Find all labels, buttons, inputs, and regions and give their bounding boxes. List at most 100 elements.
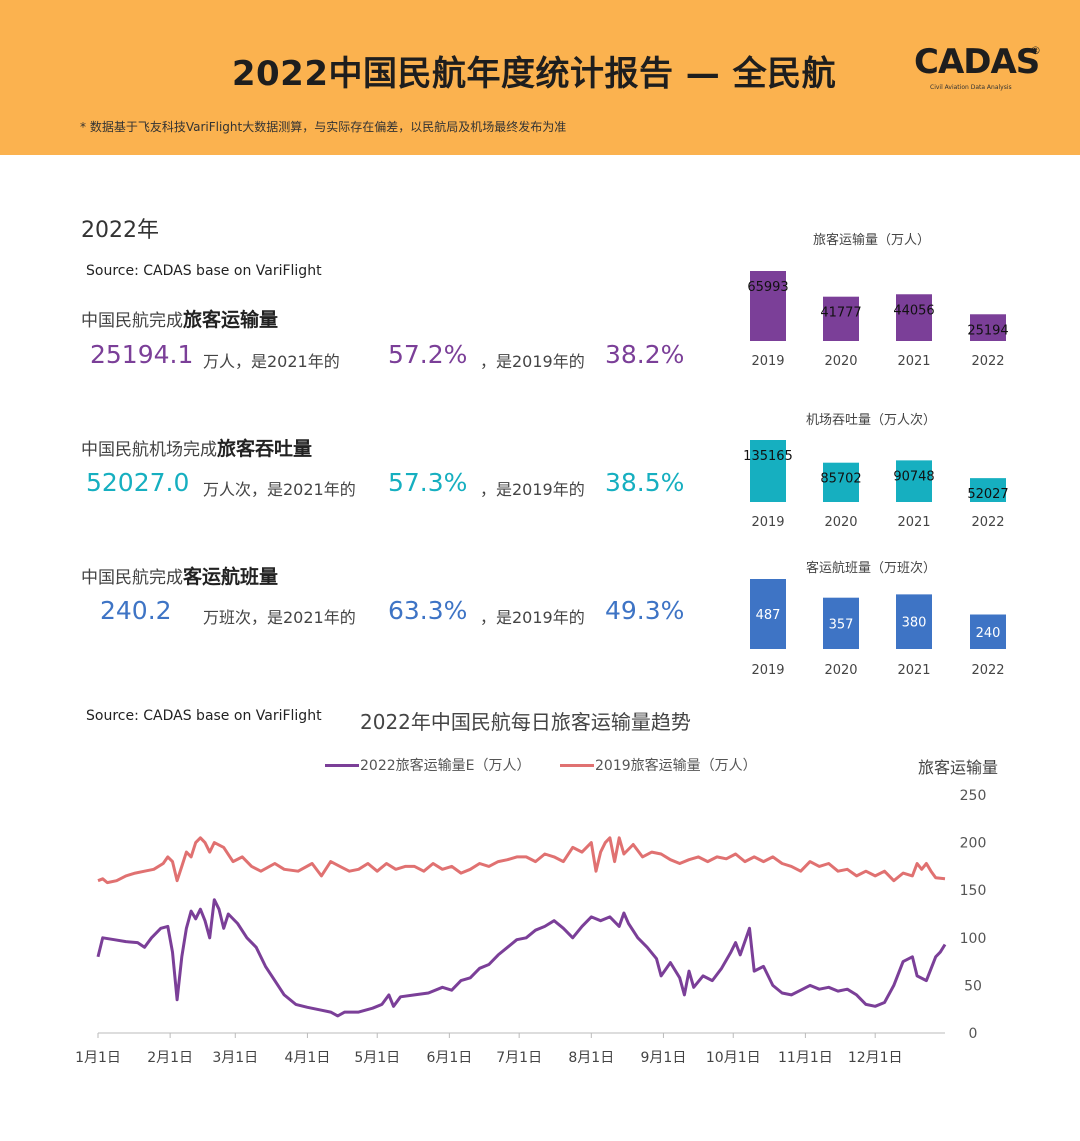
line-chart-title: 2022年中国民航每日旅客运输量趋势	[360, 710, 691, 734]
metric-throughput-value: 52027.0	[86, 468, 190, 497]
bar-2020	[823, 597, 859, 649]
bar-2022	[970, 614, 1006, 649]
bar-year-label: 2020	[824, 354, 857, 369]
source-note-top: Source: CADAS base on VariFlight	[86, 263, 322, 279]
x-tick-label: 5月1日	[354, 1050, 400, 1066]
metric-flights-label: 中国民航完成客运航班量	[81, 562, 278, 589]
bar-value-label: 44056	[893, 303, 934, 318]
year-label: 2022年	[81, 218, 159, 243]
metric-label-plain: 中国民航机场完成	[81, 440, 217, 460]
bar-value-label: 135165	[743, 449, 793, 464]
mini-bar-chart-passenger: 65993 2019 41777 2020 44056 2021 25194 2022	[747, 271, 1009, 369]
x-tick-label: 4月1日	[285, 1050, 331, 1066]
bar-year-label: 2021	[897, 515, 930, 530]
mini-bar-chart-throughput: 135165 2019 85702 2020 90748 2021 52027 2022	[743, 440, 1009, 530]
bar-value-label: 380	[902, 616, 927, 631]
x-tick-label: 1月1日	[75, 1050, 121, 1066]
bar-2019	[750, 579, 786, 649]
logo-word: CADAS	[914, 42, 1040, 82]
legend-swatch-2022	[325, 764, 359, 767]
x-tick-label: 3月1日	[212, 1050, 258, 1066]
metric-throughput-unit: 万人次，是2021年的	[203, 480, 356, 499]
metric-flights-mid: ，是2019年的	[480, 608, 585, 627]
metric-label-plain: 中国民航完成	[81, 568, 183, 588]
y-tick-label: 100	[960, 931, 987, 947]
metric-label-bold: 旅客运输量	[183, 309, 279, 331]
x-tick-label: 12月1日	[848, 1050, 903, 1066]
x-tick-label: 7月1日	[496, 1050, 542, 1066]
bar-value-label: 25194	[967, 323, 1008, 338]
legend-swatch-2019	[560, 764, 594, 767]
source-note-bottom: Source: CADAS base on VariFlight	[86, 708, 322, 724]
bar-2020	[823, 296, 859, 341]
mini-chart-title-throughput: 机场吞吐量（万人次）	[806, 413, 937, 428]
series-line-2019	[97, 836, 946, 885]
bar-value-label: 240	[976, 626, 1001, 641]
daily-passenger-line-chart: 0 50 100 150 200 250 1月1日 2月1日 3月1日 4月1日 5月1日 6月1日 7…	[75, 788, 987, 1066]
x-tick-label: 6月1日	[426, 1050, 472, 1066]
x-tick-label: 11月1日	[778, 1050, 833, 1066]
series-line-2022	[96, 898, 947, 1018]
metric-passenger-pct2019: 38.2%	[605, 340, 685, 369]
bar-year-label: 2021	[897, 663, 930, 678]
bar-value-label: 90748	[893, 469, 934, 484]
bar-year-label: 2022	[971, 515, 1004, 530]
metric-passenger-value: 25194.1	[90, 340, 194, 369]
bar-year-label: 2019	[751, 354, 784, 369]
bar-year-label: 2021	[897, 354, 930, 369]
bar-value-label: 65993	[747, 280, 788, 295]
y-tick-label: 200	[960, 836, 987, 852]
logo-subtitle: Civil Aviation Data Analysis	[930, 84, 1012, 91]
page-title: 2022中国民航年度统计报告 — 全民航	[231, 54, 837, 94]
cadas-logo: CADAS ® Civil Aviation Data Analysis	[914, 42, 1044, 94]
legend-label-2019: 2019旅客运输量（万人）	[595, 758, 757, 774]
metric-label-plain: 中国民航完成	[81, 311, 183, 331]
bar-2021	[896, 460, 932, 502]
mini-bar-chart-flights: 487 2019 357 2020 380 2021 240 2022	[750, 579, 1006, 678]
metric-passenger-unit: 万人，是2021年的	[203, 352, 340, 371]
x-tick-label: 2月1日	[147, 1050, 193, 1066]
bar-year-label: 2019	[751, 663, 784, 678]
bar-2019	[750, 440, 786, 502]
legend-label-2022: 2022旅客运输量E（万人）	[360, 758, 531, 774]
metric-throughput-mid: ，是2019年的	[480, 480, 585, 499]
logo-registered-mark: ®	[1030, 44, 1041, 57]
bar-value-label: 357	[829, 617, 854, 632]
header-banner	[0, 0, 1080, 155]
mini-chart-title-passenger: 旅客运输量（万人）	[813, 233, 931, 248]
bar-year-label: 2022	[971, 663, 1004, 678]
bar-value-label: 52027	[967, 487, 1008, 502]
metric-throughput-pct2021: 57.3%	[388, 468, 468, 497]
metric-passenger-label: 中国民航完成旅客运输量	[81, 305, 278, 332]
bar-2021	[896, 594, 932, 649]
bar-value-label: 85702	[820, 472, 861, 487]
metric-flights-pct2021: 63.3%	[388, 596, 468, 625]
y-tick-label: 0	[969, 1026, 978, 1042]
mini-chart-title-flights: 客运航班量（万班次）	[806, 561, 937, 576]
metric-throughput-pct2019: 38.5%	[605, 468, 685, 497]
bar-value-label: 41777	[820, 306, 861, 321]
bar-2019	[750, 271, 786, 341]
metric-passenger-pct2021: 57.2%	[388, 340, 468, 369]
bar-value-label: 487	[756, 608, 781, 623]
bar-year-label: 2022	[971, 354, 1004, 369]
bar-year-label: 2019	[751, 515, 784, 530]
x-tick-label: 10月1日	[706, 1050, 761, 1066]
metric-flights-value: 240.2	[100, 596, 172, 625]
x-tick-label: 9月1日	[641, 1050, 687, 1066]
metric-throughput-label: 中国民航机场完成旅客吞吐量	[81, 434, 312, 461]
bar-2022	[970, 314, 1006, 341]
bar-year-label: 2020	[824, 663, 857, 678]
metric-label-bold: 旅客吞吐量	[217, 438, 313, 460]
bar-year-label: 2020	[824, 515, 857, 530]
y-tick-label: 250	[960, 788, 987, 804]
metric-flights-unit: 万班次，是2021年的	[203, 608, 356, 627]
bar-2022	[970, 478, 1006, 502]
y-tick-label: 50	[964, 978, 982, 994]
metric-passenger-mid: ，是2019年的	[480, 352, 585, 371]
bar-2021	[896, 294, 932, 341]
y-tick-label: 150	[960, 883, 987, 899]
metric-flights-pct2019: 49.3%	[605, 596, 685, 625]
x-tick-label: 8月1日	[568, 1050, 614, 1066]
metric-label-bold: 客运航班量	[183, 566, 279, 588]
